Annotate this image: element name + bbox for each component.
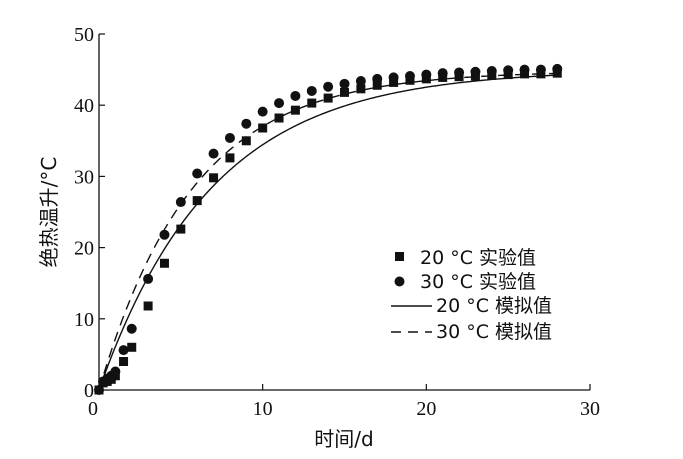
- legend-label-20-sim: 20 °C 模拟值: [436, 295, 552, 317]
- point-20-exp: [307, 98, 317, 108]
- point-30-exp: [306, 85, 317, 96]
- point-30-exp: [519, 64, 530, 75]
- point-30-exp: [192, 168, 203, 179]
- curve-30-sim: [98, 72, 558, 391]
- x-axis-title: 时间/d: [314, 427, 373, 451]
- point-30-exp: [143, 273, 154, 284]
- x-tick-label: 10: [253, 398, 273, 420]
- point-20-exp: [119, 357, 129, 367]
- point-20-exp: [225, 153, 235, 163]
- legend-label-20-exp: 20 °C 实验值: [420, 247, 536, 269]
- legend: 20 °C 实验值 30 °C 实验值 20 °C 模拟值 30 °C 模拟值: [391, 247, 552, 343]
- legend-marker-square: [395, 252, 404, 261]
- point-20-exp: [323, 93, 333, 103]
- point-30-exp: [208, 148, 219, 159]
- point-20-exp: [241, 136, 251, 146]
- point-30-exp: [274, 98, 285, 109]
- curve-20-sim: [98, 74, 558, 391]
- point-20-exp: [274, 113, 284, 123]
- point-30-exp: [224, 132, 235, 143]
- point-20-exp: [356, 84, 366, 94]
- point-30-exp: [290, 90, 301, 101]
- y-tick-label: 50: [74, 24, 94, 46]
- x-tick-label: 30: [580, 398, 600, 420]
- point-30-exp: [241, 118, 252, 129]
- point-20-exp: [290, 105, 300, 115]
- point-30-exp: [159, 229, 170, 240]
- point-30-exp: [257, 106, 268, 117]
- point-20-exp: [372, 80, 382, 90]
- legend-label-30-exp: 30 °C 实验值: [420, 271, 536, 293]
- point-30-exp: [437, 68, 448, 79]
- point-30-exp: [404, 71, 415, 82]
- curves: [98, 72, 558, 391]
- axes: [98, 34, 590, 391]
- y-tick-label: 40: [74, 95, 94, 117]
- point-30-exp: [175, 197, 186, 208]
- point-30-exp: [118, 345, 129, 356]
- point-30-exp: [355, 75, 366, 86]
- point-30-exp: [552, 63, 563, 74]
- point-30-exp: [454, 67, 465, 78]
- y-axis-title: 绝热温升/°C: [37, 157, 61, 268]
- y-tick-label: 10: [74, 309, 94, 331]
- point-20-exp: [192, 196, 202, 206]
- point-30-exp: [470, 66, 481, 77]
- point-20-exp: [159, 258, 169, 268]
- point-20-exp: [340, 87, 349, 97]
- x-tick-label: 0: [88, 398, 98, 420]
- legend-label-30-sim: 30 °C 模拟值: [436, 321, 552, 343]
- point-20-exp: [176, 224, 186, 234]
- point-30-exp: [110, 366, 121, 377]
- point-20-exp: [258, 123, 268, 133]
- point-30-exp: [126, 323, 137, 334]
- point-30-exp: [339, 78, 350, 89]
- point-30-exp: [486, 66, 497, 77]
- point-30-exp: [94, 385, 104, 395]
- point-20-exp: [143, 301, 153, 311]
- point-30-exp: [388, 72, 399, 83]
- point-30-exp: [503, 65, 514, 76]
- point-30-exp: [421, 69, 432, 80]
- y-tick-label: 30: [74, 166, 94, 188]
- point-20-exp: [127, 342, 137, 352]
- y-tick-label: 20: [74, 238, 94, 260]
- ticks: 0 10 20 30 0 10 20 30 40 50: [74, 24, 600, 420]
- legend-marker-circle: [394, 276, 405, 287]
- point-20-exp: [209, 173, 219, 183]
- y-tick-label: 0: [84, 380, 94, 402]
- point-30-exp: [323, 81, 334, 92]
- x-tick-label: 20: [416, 398, 436, 420]
- point-30-exp: [372, 73, 383, 84]
- points: [94, 63, 563, 395]
- point-30-exp: [535, 64, 546, 75]
